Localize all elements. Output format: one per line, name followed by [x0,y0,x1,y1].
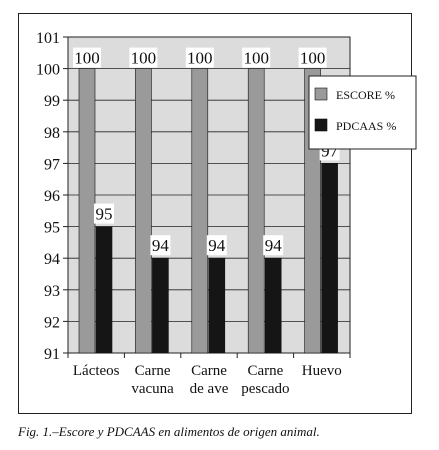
data-label-box [73,47,101,68]
y-tick-label: 99 [44,93,60,110]
data-label: 100 [300,49,326,68]
data-label: 94 [208,236,226,255]
legend-label: ESCORE % [336,88,395,102]
data-label: 95 [96,205,113,224]
x-tick-label: Carne [135,363,171,379]
data-label: 100 [74,49,100,68]
y-tick-label: 95 [44,220,60,237]
data-label-box [129,47,158,68]
x-tick-label: Huevo [302,363,342,379]
y-tick-label: 94 [44,251,60,268]
y-tick-label: 92 [44,314,60,331]
bar-escore [78,68,96,354]
x-tick-label: Carne [247,363,283,379]
y-tick-label: 98 [44,125,60,142]
y-tick-label: 97 [44,156,60,173]
legend-label: PDCAAS % [336,119,396,133]
data-label-box [185,47,214,68]
y-tick-label: 93 [44,283,60,300]
legend-swatch-pdcaas [314,118,328,132]
x-tick-label: Carne [191,363,227,379]
data-label: 94 [152,236,170,255]
data-label-box [298,47,327,68]
legend: ESCORE % PDCAAS % [308,75,417,150]
y-tick-label: 100 [36,62,60,79]
data-label: 100 [131,49,157,68]
data-label-box [150,235,171,256]
bar-escore [191,68,209,354]
bar-chart: 91 92 93 94 95 96 97 98 99 100 101 Lácteos Carne vacu… [36,30,417,397]
bar-pdcaas [208,257,226,354]
figure-caption: Fig. 1.–Escore y PDCAAS en alimentos de … [18,424,320,439]
data-label: 100 [187,49,213,68]
y-tick-label: 101 [36,30,60,47]
bar-pdcaas [264,257,282,354]
data-label-box [242,47,271,68]
x-tick-label: de ave [190,381,229,397]
x-tick-label: pescado [241,381,289,397]
y-tick-label: 91 [44,346,60,363]
bar-pdcaas [321,163,338,354]
bar-escore [247,68,265,354]
x-tick-label: vacuna [131,381,174,397]
bar-pdcaas [152,257,169,354]
data-label: 100 [243,49,269,68]
bar-pdcaas [95,226,113,354]
x-tick-label: Lácteos [73,363,120,379]
data-label-box [263,235,284,256]
legend-box [308,75,417,150]
bar-escore [135,68,152,354]
axes: 91 92 93 94 95 96 97 98 99 100 101 Lácteos Carne vacu… [36,30,351,397]
data-label-box [206,235,227,256]
y-tick-label: 96 [44,188,60,205]
legend-swatch-escore [314,87,328,101]
data-label-box [94,203,114,224]
data-label: 94 [265,236,283,255]
